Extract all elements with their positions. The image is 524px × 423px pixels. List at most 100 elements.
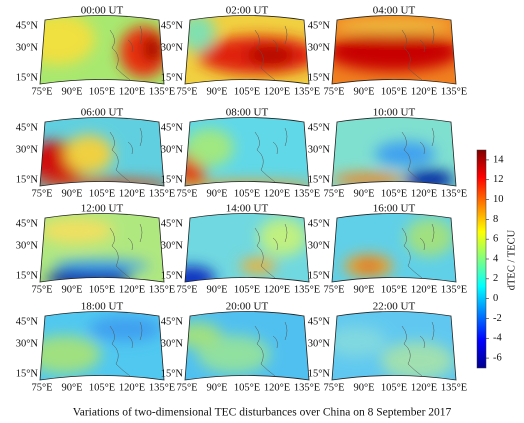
panel-title: 02:00 UT xyxy=(226,5,269,17)
lon-label: 135°E xyxy=(441,382,467,393)
lon-label: 75°E xyxy=(323,86,344,97)
map-panel xyxy=(332,213,456,282)
field-blob xyxy=(239,258,277,274)
coastline xyxy=(401,321,435,377)
lat-label: 15°N xyxy=(308,270,331,281)
map-frame xyxy=(39,117,165,187)
panels: 00:00 UT 45°N 30°N 15°N 75°E 90°E 105°E 120°E 13… xyxy=(16,5,467,394)
lon-label: 105°E xyxy=(89,188,115,199)
lon-label: 120°E xyxy=(119,188,145,199)
coastline xyxy=(254,25,288,81)
lon-label: 105°E xyxy=(381,382,407,393)
map-panel xyxy=(332,117,456,186)
field-blob xyxy=(185,15,216,52)
lat-label: 45°N xyxy=(308,218,331,229)
lon-label: 75°E xyxy=(323,188,344,199)
field-blob xyxy=(405,170,455,186)
lat-label: 45°N xyxy=(308,20,331,31)
lon-label: 105°E xyxy=(234,284,260,295)
map-frame xyxy=(331,311,457,381)
map-panel xyxy=(185,213,309,282)
coastline xyxy=(109,127,143,183)
lon-label: 120°E xyxy=(119,284,145,295)
field-blob xyxy=(374,141,436,167)
lon-label: 75°E xyxy=(176,86,197,97)
lon-label: 90°E xyxy=(206,86,227,97)
lon-label: 105°E xyxy=(234,188,260,199)
lon-label: 105°E xyxy=(381,284,407,295)
map-panel xyxy=(185,15,309,84)
map-field xyxy=(332,325,454,380)
colorbar-tick-label: -4 xyxy=(493,333,502,344)
lat-label: 30°N xyxy=(16,144,39,155)
lon-label: 135°E xyxy=(441,86,467,97)
lon-label: 75°E xyxy=(31,284,52,295)
lon-label: 75°E xyxy=(176,188,197,199)
coastline xyxy=(401,25,435,81)
lon-label: 120°E xyxy=(264,284,290,295)
panel-title: 06:00 UT xyxy=(81,107,124,119)
lat-label: 45°N xyxy=(161,122,184,133)
coastline xyxy=(254,127,288,183)
field-blob xyxy=(332,173,406,186)
lat-label: 15°N xyxy=(161,72,184,83)
colorbar-label: dTEC / TECU xyxy=(506,229,517,290)
map-frame xyxy=(331,213,457,283)
lon-label: 90°E xyxy=(206,284,227,295)
lon-label: 135°E xyxy=(294,284,320,295)
lon-label: 120°E xyxy=(264,86,290,97)
field-blob xyxy=(332,18,454,35)
lat-label: 45°N xyxy=(161,20,184,31)
lon-label: 120°E xyxy=(264,188,290,199)
lon-label: 75°E xyxy=(31,86,52,97)
field-blob xyxy=(40,218,114,244)
coastline xyxy=(109,223,143,279)
lat-label: 30°N xyxy=(16,338,39,349)
lat-label: 45°N xyxy=(16,218,39,229)
colorbar-tick-label: 2 xyxy=(493,273,498,284)
field-blob xyxy=(40,335,101,374)
panel-title: 20:00 UT xyxy=(226,301,269,313)
lon-label: 135°E xyxy=(441,188,467,199)
field-blob xyxy=(142,36,163,62)
lon-label: 135°E xyxy=(441,284,467,295)
lon-label: 135°E xyxy=(294,86,320,97)
lat-label: 30°N xyxy=(308,338,331,349)
lat-label: 45°N xyxy=(16,20,39,31)
coastline xyxy=(254,321,288,377)
map-frame xyxy=(184,311,310,381)
map-panel xyxy=(40,15,164,84)
colorbar-tick-label: 10 xyxy=(493,194,504,205)
colorbar-tick-label: 4 xyxy=(493,253,499,264)
lon-label: 135°E xyxy=(149,188,175,199)
map-frame xyxy=(39,311,165,381)
lat-label: 30°N xyxy=(308,42,331,53)
lon-label: 135°E xyxy=(149,86,175,97)
lon-label: 135°E xyxy=(149,284,175,295)
panel-title: 18:00 UT xyxy=(81,301,124,313)
lat-label: 30°N xyxy=(16,42,39,53)
colorbar-tick-label: -2 xyxy=(493,313,502,324)
lat-label: 30°N xyxy=(308,240,331,251)
map-frame xyxy=(331,117,457,187)
lon-label: 90°E xyxy=(353,86,374,97)
map-field xyxy=(40,316,162,374)
field-blob xyxy=(380,341,454,380)
lat-label: 15°N xyxy=(16,174,39,185)
panel-title: 14:00 UT xyxy=(226,203,269,215)
map-frame xyxy=(184,117,310,187)
map-panel xyxy=(332,311,456,380)
map-frame xyxy=(184,213,310,283)
field-blob xyxy=(197,335,271,374)
map-field xyxy=(185,218,307,282)
lat-label: 30°N xyxy=(308,144,331,155)
lon-label: 105°E xyxy=(381,188,407,199)
map-panel xyxy=(185,117,309,186)
lat-label: 15°N xyxy=(308,72,331,83)
map-frame xyxy=(39,213,165,283)
field-blob xyxy=(185,266,216,282)
lon-label: 75°E xyxy=(176,284,197,295)
panel-title: 08:00 UT xyxy=(226,107,269,119)
lon-label: 120°E xyxy=(264,382,290,393)
lon-label: 90°E xyxy=(61,188,82,199)
